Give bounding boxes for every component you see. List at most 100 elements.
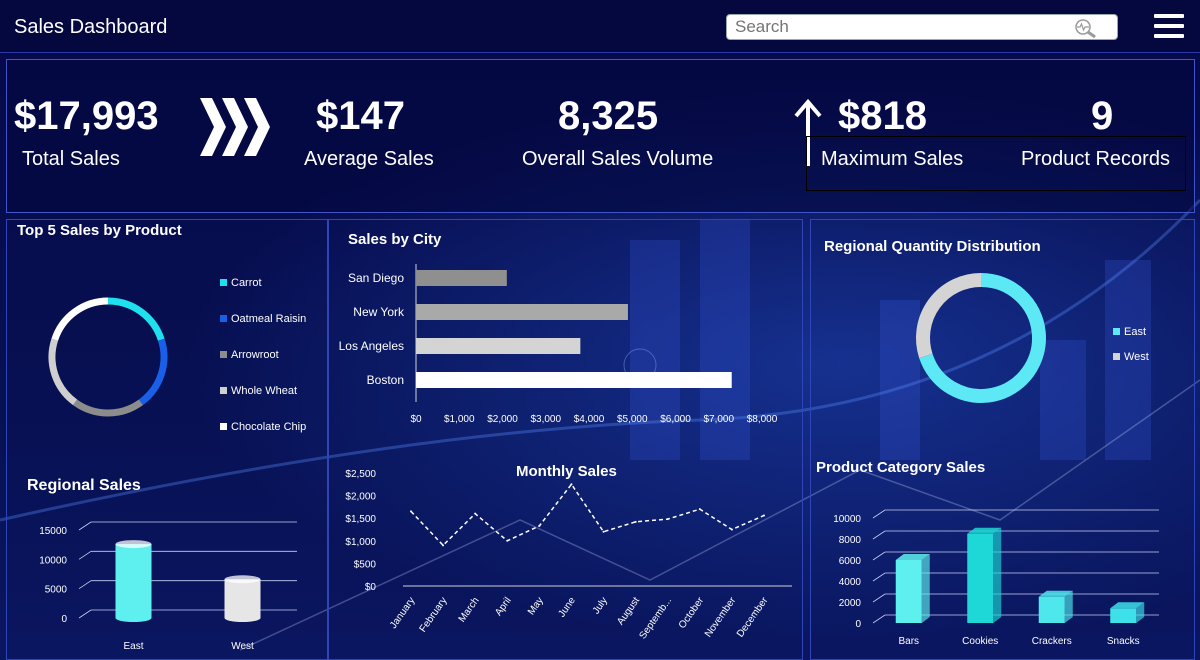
search-input[interactable] [727,15,1055,39]
bar-top-west [224,575,261,584]
city-tick-6: $6,000 [660,414,691,425]
max-sales-label: Maximum Sales [821,148,964,170]
point-february [442,544,445,547]
slice-east [919,273,1046,403]
city-tick-0: $0 [410,414,422,425]
bar-crackers [1038,596,1065,623]
regional-qty-donut-chart: East West [916,273,1149,403]
grid-slant-3 [872,551,886,561]
point-july [602,530,605,533]
product-records-label: Product Records [1021,148,1170,170]
category-label-west: West [231,641,254,652]
city-tick-7: $7,000 [703,414,734,425]
tick-1: 5000 [45,585,68,596]
point-january [410,510,412,513]
tick-4: 8000 [839,535,862,546]
bar-base-west [224,614,261,622]
total-sales-value: $17,993 [14,94,159,138]
city-tick-8: $8,000 [747,414,778,425]
monthly-tick-0: $0 [365,582,377,593]
bar-side-crackers [1064,590,1073,623]
bar-top-snacks [1110,602,1145,609]
bar-base-east [115,614,152,622]
total-sales-label: Total Sales [22,148,120,170]
slice-chocolate-chip [51,297,109,341]
bar-san-diego [416,270,507,286]
city-bar-chart: San Diego New York Los Angeles Boston $0 $1,0… [339,264,778,425]
overall-volume-label: Overall Sales Volume [522,148,714,170]
month-label-july: July [591,595,610,616]
legend-label-west: West [1124,351,1149,363]
bar-cookies [967,533,994,623]
grid-slant-5 [872,509,886,519]
point-april [506,539,509,542]
search-box[interactable] [726,14,1118,40]
grid-slant-1 [872,593,886,603]
bar-top-east [115,540,152,549]
bar-snacks [1110,608,1137,623]
bar-boston [416,372,732,388]
slice-oatmeal-raisin [138,338,168,406]
month-label-december: December [735,595,771,640]
top-bar: Sales Dashboard [0,0,1200,53]
legend-swatch-oatmeal-raisin [220,315,227,322]
tick-3: 6000 [839,556,862,567]
tick-5: 10000 [833,514,861,525]
tick-3: 15000 [39,526,67,537]
middle-panel: Sales by City Monthly Sales San Diego New… [328,219,803,660]
bar-west [224,579,261,618]
city-label-new-york: New York [353,305,405,319]
monthly-title: Monthly Sales [516,463,617,480]
month-label-november: November [703,595,739,640]
slice-arrowroot [73,399,143,417]
right-panel: Regional Quantity Distribution Product C… [810,219,1195,660]
month-label-august: August [615,595,642,627]
legend-label-oatmeal-raisin: Oatmeal Raisin [231,313,306,325]
search-icon[interactable] [1069,18,1103,38]
city-label-los-angeles: Los Angeles [339,339,404,353]
legend-swatch-arrowroot [220,351,227,358]
point-october [698,508,701,511]
legend-swatch-west [1113,353,1120,360]
legend-swatch-whole-wheat [220,387,227,394]
bar-los-angeles [416,338,581,354]
month-label-june: June [556,595,578,619]
monthly-tick-4: $2,000 [345,492,376,503]
bar-side-cookies [993,527,1002,623]
month-label-april: April [493,595,513,618]
category-title: Product Category Sales [816,459,986,476]
legend-label-east: East [1124,326,1146,338]
average-sales-value: $147 [316,94,405,138]
tick-1: 2000 [839,598,862,609]
legend-label-whole-wheat: Whole Wheat [231,385,297,397]
category-label-east: East [123,641,143,652]
average-sales-label: Average Sales [304,148,434,170]
legend-label-arrowroot: Arrowroot [231,349,279,361]
city-tick-1: $1,000 [444,414,475,425]
monthly-line-chart: $0 $500 $1,000 $1,500 $2,000 $2,500 January Feb… [345,469,792,641]
grid-slant-4 [872,530,886,540]
point-may [538,524,541,527]
bar-top-cookies [967,527,1002,534]
bar-new-york [416,304,628,320]
monthly-tick-2: $1,000 [345,537,376,548]
monthly-tick-3: $1,500 [345,514,376,525]
grid-slant-2 [872,572,886,582]
legend-label-chocolate-chip: Chocolate Chip [231,421,306,433]
month-label-may: May [526,595,546,617]
legend-label-carrot: Carrot [231,277,262,289]
bar-bars [895,560,922,623]
point-june [570,483,573,486]
point-septemb [666,518,669,521]
legend-swatch-east [1113,328,1120,335]
month-label-february: February [418,595,450,634]
city-tick-4: $4,000 [574,414,605,425]
city-title: Sales by City [348,231,442,248]
month-label-october: October [677,595,707,631]
menu-icon[interactable] [1154,14,1184,42]
highlight-box [806,136,1186,191]
regional-qty-title: Regional Quantity Distribution [824,238,1041,255]
city-label-san-diego: San Diego [348,271,404,285]
bar-east [115,544,152,618]
city-tick-5: $5,000 [617,414,648,425]
